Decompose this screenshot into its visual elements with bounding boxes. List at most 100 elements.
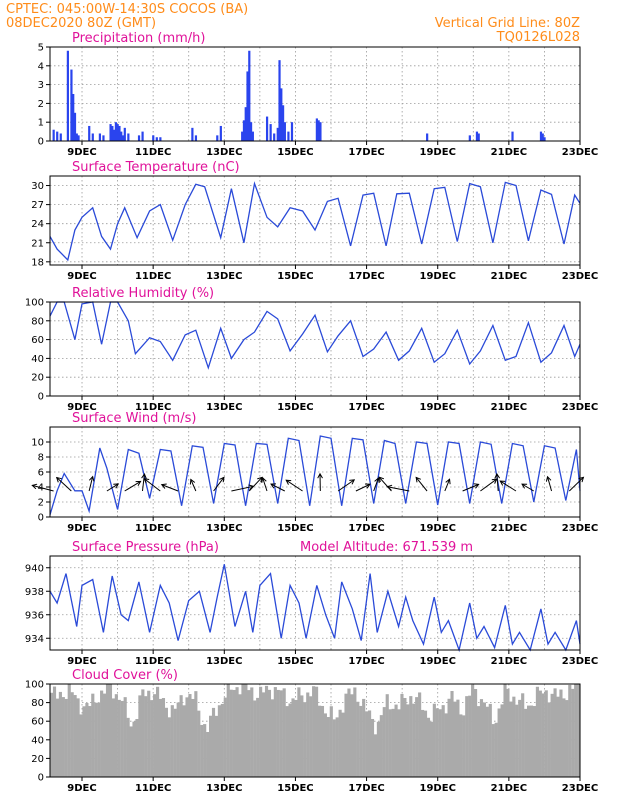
- cloud-bar: [376, 721, 380, 777]
- cloud-bar: [471, 684, 475, 777]
- wind-arrow-head: [445, 478, 451, 485]
- cloud-bar: [244, 684, 248, 777]
- wind-arrow-shaft: [143, 478, 161, 492]
- precip-xtick-label: 15DEC: [277, 147, 313, 158]
- temp-xtick-label: 17DEC: [348, 271, 384, 282]
- cloud-bar: [238, 694, 242, 777]
- precip-bar: [269, 124, 272, 141]
- wind-xtick-label: 21DEC: [491, 523, 527, 534]
- wind-arrow-shaft: [88, 476, 94, 492]
- cloud-bar: [132, 721, 136, 777]
- cloud-bar: [250, 687, 254, 777]
- pressure-panel: Surface Pressure (hPa) Model Altitude: 67…: [25, 540, 598, 667]
- cloud-bar: [391, 708, 395, 777]
- cloud-ytick-label: 100: [25, 680, 44, 691]
- precip-bar: [88, 125, 91, 141]
- wind-arrow-shaft: [373, 477, 379, 492]
- cloud-ytick-label: 60: [31, 717, 44, 728]
- cloud-bar: [167, 717, 171, 777]
- cloud-bar: [518, 699, 522, 777]
- wind-arrow-shaft: [106, 483, 119, 492]
- cloud-bar: [485, 706, 489, 777]
- cloud-bar: [562, 698, 566, 777]
- pressure-ytick-label: 934: [25, 634, 44, 645]
- rh-xtick-label: 17DEC: [348, 402, 384, 413]
- cloud-bar: [368, 710, 372, 777]
- header-right-line2: TQ0126L028: [496, 30, 580, 45]
- cloud-bar: [315, 686, 319, 777]
- cloud-bar: [217, 705, 221, 777]
- cloud-bar: [403, 697, 407, 777]
- precip-xtick-label: 17DEC: [348, 147, 384, 158]
- cloud-bar: [61, 697, 65, 777]
- cloud-bar: [164, 707, 168, 777]
- header-left-line1: CPTEC: 045:00W-14:30S COCOS (BA): [6, 2, 248, 17]
- precip-panel: Precipitation (mm/h) 0 1 2 3 4 5 9DEC 11DEC 13DEC…: [38, 31, 599, 158]
- cloud-bar: [474, 689, 478, 777]
- cloud-bar: [211, 707, 216, 777]
- cloud-bar: [418, 692, 422, 777]
- rh-ytick-label: 40: [31, 354, 44, 365]
- temp-ytick-label: 27: [31, 200, 44, 211]
- cloud-bar: [135, 719, 139, 777]
- cloud-bar: [553, 688, 557, 777]
- wind-arrow-shaft: [190, 479, 197, 492]
- precip-bar: [70, 69, 73, 141]
- cloud-bar: [541, 693, 545, 777]
- wind-arrow-shaft: [499, 480, 517, 492]
- rh-ytick-label: 0: [38, 392, 44, 403]
- cloud-bar: [406, 704, 410, 777]
- cloud-bar: [209, 715, 213, 777]
- wind-arrow-head: [317, 472, 323, 479]
- precip-ytick-label: 0: [38, 137, 44, 148]
- cloud-bar: [241, 684, 245, 777]
- cloud-bar: [479, 699, 484, 777]
- cloud-bar: [373, 734, 378, 777]
- cloud-bar: [223, 697, 227, 777]
- pressure-xtick-label: 17DEC: [348, 656, 384, 667]
- precip-bar: [72, 94, 75, 141]
- temp-xtick-label: 19DEC: [420, 271, 456, 282]
- wind-ytick-label: 6: [38, 468, 44, 479]
- cloud-bar: [527, 705, 531, 777]
- precip-xtick-label: 23DEC: [562, 147, 598, 158]
- cloud-bar: [365, 711, 369, 777]
- cloud-bar: [488, 703, 492, 777]
- cloud-bar: [512, 696, 516, 777]
- precip-title: Precipitation (mm/h): [72, 31, 205, 46]
- precip-bar: [111, 125, 114, 141]
- cloud-bar: [421, 709, 425, 777]
- precip-ytick-label: 2: [38, 99, 44, 110]
- precip-bar: [249, 122, 253, 141]
- temp-ytick-label: 18: [31, 257, 44, 268]
- precip-bar: [137, 135, 141, 141]
- temp-xtick-label: 23DEC: [562, 271, 598, 282]
- cloud-bar: [203, 724, 207, 777]
- cloud-bar: [329, 706, 333, 777]
- cloud-bar: [362, 698, 366, 777]
- cloud-bar: [426, 717, 431, 777]
- rh-xtick-label: 19DEC: [420, 402, 456, 413]
- precip-bar: [276, 127, 279, 141]
- rh-xtick-label: 11DEC: [135, 402, 171, 413]
- pressure-ytick-label: 940: [25, 563, 44, 574]
- wind-arrow-shaft: [213, 476, 225, 492]
- cloud-bar: [97, 702, 101, 777]
- wind-series-line: [49, 435, 581, 515]
- precip-bar: [543, 137, 546, 141]
- cloud-bar: [138, 695, 142, 777]
- cloud-bar: [515, 704, 519, 777]
- wind-arrow-shaft: [496, 473, 499, 492]
- precip-bar: [75, 133, 78, 141]
- wind-arrow-head: [135, 480, 142, 486]
- precip-bar: [287, 131, 290, 141]
- precip-bar: [265, 116, 269, 141]
- wind-title: Surface Wind (m/s): [72, 411, 196, 426]
- wind-arrow-shaft: [444, 479, 451, 492]
- cloud-bar: [574, 684, 578, 777]
- cloud-bar: [214, 715, 219, 777]
- temp-panel: Surface Temperature (nC) 18 21 24 27 30 9DEC 11…: [31, 160, 598, 282]
- cloud-xtick-label: 19DEC: [420, 783, 456, 794]
- cloud-bar: [482, 702, 486, 777]
- wind-arrow-head: [374, 477, 380, 484]
